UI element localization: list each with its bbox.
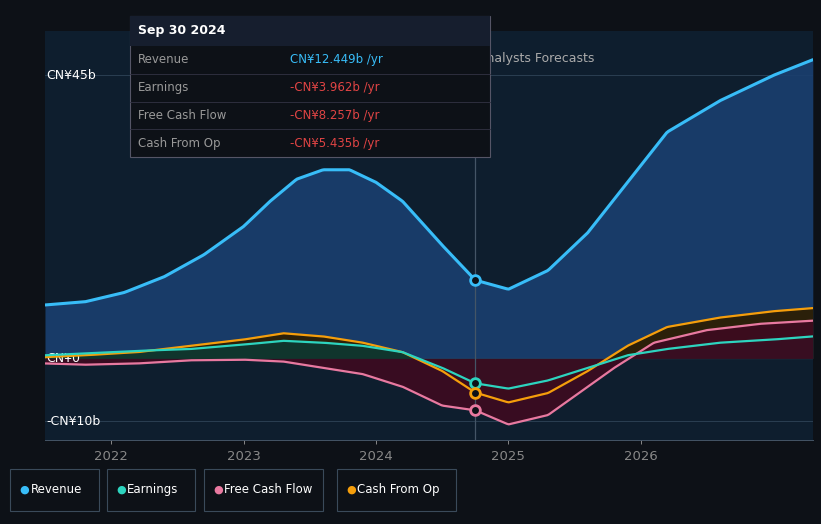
Text: ●: ● — [213, 485, 223, 495]
Text: Free Cash Flow: Free Cash Flow — [138, 109, 227, 122]
Text: Revenue: Revenue — [138, 53, 190, 67]
Text: Analysts Forecasts: Analysts Forecasts — [479, 52, 594, 65]
Text: Earnings: Earnings — [127, 484, 179, 496]
Text: -CN¥10b: -CN¥10b — [47, 415, 101, 428]
Text: Earnings: Earnings — [138, 81, 190, 94]
Text: Free Cash Flow: Free Cash Flow — [224, 484, 313, 496]
Text: ●: ● — [346, 485, 356, 495]
Text: -CN¥3.962b /yr: -CN¥3.962b /yr — [290, 81, 379, 94]
Text: Past: Past — [446, 52, 472, 65]
Text: -CN¥8.257b /yr: -CN¥8.257b /yr — [290, 109, 379, 122]
Text: Revenue: Revenue — [30, 484, 82, 496]
Text: ●: ● — [20, 485, 30, 495]
Text: CN¥12.449b /yr: CN¥12.449b /yr — [290, 53, 383, 67]
Text: CN¥45b: CN¥45b — [47, 69, 96, 82]
Text: Cash From Op: Cash From Op — [357, 484, 439, 496]
Text: -CN¥5.435b /yr: -CN¥5.435b /yr — [290, 137, 379, 150]
Text: CN¥0: CN¥0 — [47, 352, 80, 365]
Text: Sep 30 2024: Sep 30 2024 — [138, 25, 226, 37]
Text: ●: ● — [117, 485, 126, 495]
Text: Cash From Op: Cash From Op — [138, 137, 220, 150]
